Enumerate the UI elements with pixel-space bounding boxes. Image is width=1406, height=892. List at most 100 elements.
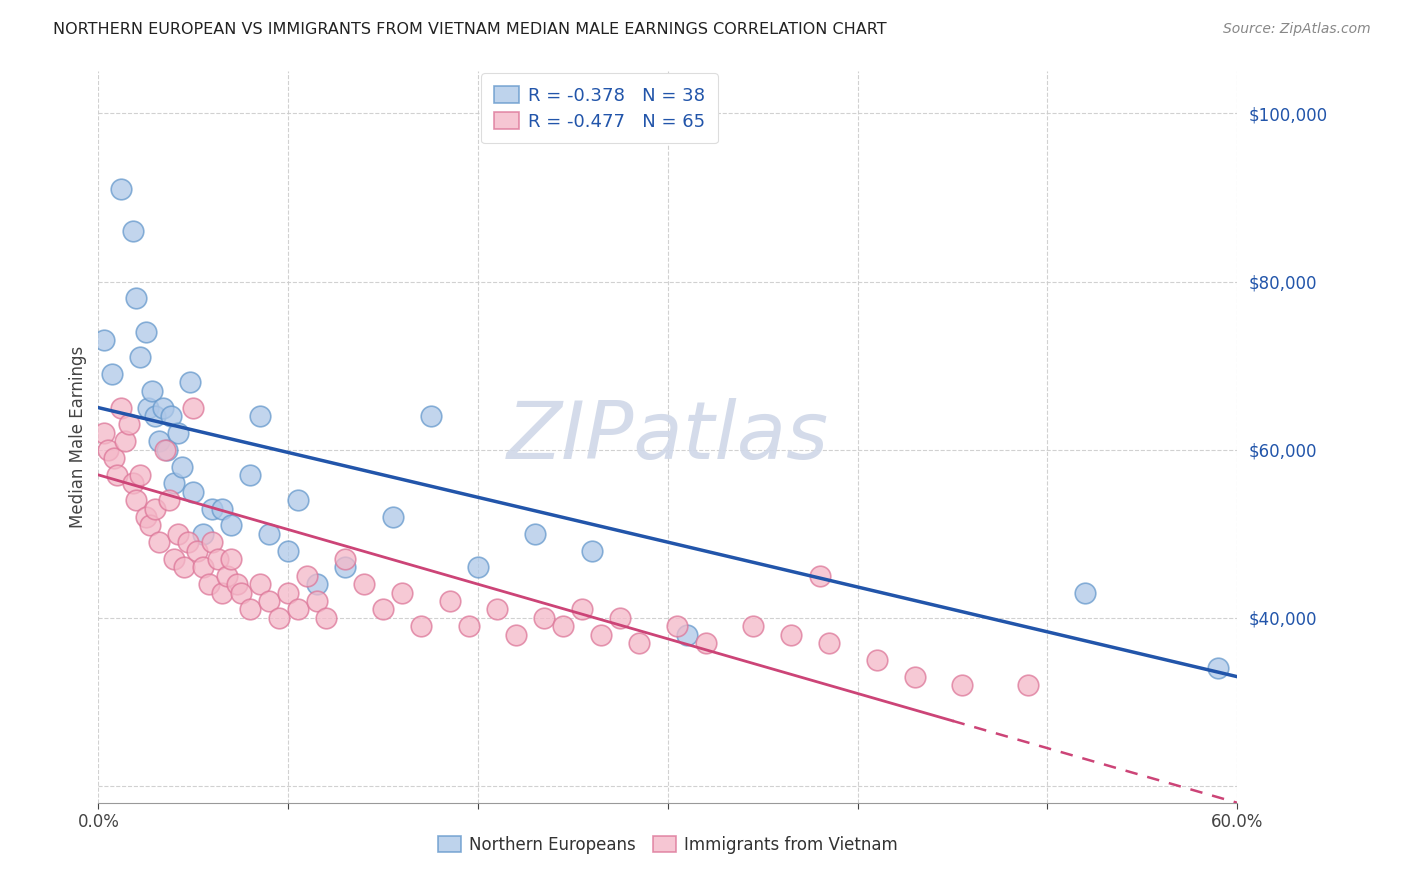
- Point: [191, 526, 214, 541]
- Point: [866, 653, 889, 667]
- Point: [1074, 585, 1097, 599]
- Point: [191, 560, 214, 574]
- Y-axis label: Median Male Earnings: Median Male Earnings: [69, 346, 87, 528]
- Point: [259, 594, 281, 608]
- Point: [591, 627, 613, 641]
- Point: [457, 619, 479, 633]
- Point: [676, 627, 699, 641]
- Point: [183, 484, 205, 499]
- Point: [118, 417, 141, 432]
- Point: [217, 569, 239, 583]
- Point: [159, 409, 181, 423]
- Point: [277, 543, 299, 558]
- Point: [335, 552, 357, 566]
- Point: [297, 569, 319, 583]
- Point: [628, 636, 651, 650]
- Point: [411, 619, 433, 633]
- Point: [121, 476, 143, 491]
- Point: [249, 409, 271, 423]
- Point: [107, 467, 129, 482]
- Point: [226, 577, 249, 591]
- Point: [609, 611, 631, 625]
- Point: [152, 401, 174, 415]
- Point: [553, 619, 575, 633]
- Point: [486, 602, 509, 616]
- Point: [277, 585, 299, 599]
- Point: [221, 552, 243, 566]
- Point: [229, 585, 252, 599]
- Point: [581, 543, 603, 558]
- Point: [141, 384, 163, 398]
- Point: [110, 401, 132, 415]
- Point: [153, 442, 176, 457]
- Point: [201, 535, 224, 549]
- Point: [121, 224, 143, 238]
- Point: [533, 611, 555, 625]
- Point: [239, 602, 262, 616]
- Point: [259, 526, 281, 541]
- Point: [148, 535, 170, 549]
- Point: [176, 535, 198, 549]
- Point: [163, 476, 186, 491]
- Point: [138, 518, 160, 533]
- Point: [419, 409, 441, 423]
- Point: [305, 577, 328, 591]
- Point: [125, 291, 148, 305]
- Point: [93, 334, 115, 348]
- Point: [780, 627, 803, 641]
- Point: [695, 636, 717, 650]
- Point: [201, 501, 224, 516]
- Point: [353, 577, 375, 591]
- Point: [305, 594, 328, 608]
- Point: [221, 518, 243, 533]
- Point: [391, 585, 413, 599]
- Point: [287, 602, 309, 616]
- Point: [148, 434, 170, 449]
- Point: [666, 619, 689, 633]
- Point: [371, 602, 394, 616]
- Point: [129, 467, 152, 482]
- Point: [145, 409, 167, 423]
- Text: Source: ZipAtlas.com: Source: ZipAtlas.com: [1223, 22, 1371, 37]
- Point: [439, 594, 461, 608]
- Point: [249, 577, 271, 591]
- Point: [135, 510, 157, 524]
- Point: [179, 376, 201, 390]
- Point: [505, 627, 527, 641]
- Point: [315, 611, 337, 625]
- Point: [571, 602, 593, 616]
- Point: [173, 560, 195, 574]
- Legend: Northern Europeans, Immigrants from Vietnam: Northern Europeans, Immigrants from Viet…: [430, 829, 905, 860]
- Point: [287, 493, 309, 508]
- Point: [211, 501, 233, 516]
- Text: ZIPatlas: ZIPatlas: [506, 398, 830, 476]
- Point: [129, 350, 152, 364]
- Point: [904, 670, 927, 684]
- Point: [335, 560, 357, 574]
- Point: [211, 585, 233, 599]
- Point: [239, 467, 262, 482]
- Point: [183, 401, 205, 415]
- Point: [267, 611, 290, 625]
- Point: [145, 501, 167, 516]
- Point: [808, 569, 831, 583]
- Point: [100, 367, 122, 381]
- Point: [381, 510, 404, 524]
- Point: [125, 493, 148, 508]
- Point: [1208, 661, 1230, 675]
- Point: [157, 493, 180, 508]
- Point: [136, 401, 159, 415]
- Point: [156, 442, 179, 457]
- Point: [93, 425, 115, 440]
- Point: [97, 442, 120, 457]
- Point: [207, 552, 229, 566]
- Point: [167, 526, 190, 541]
- Point: [167, 425, 190, 440]
- Point: [1018, 678, 1040, 692]
- Point: [818, 636, 841, 650]
- Point: [114, 434, 136, 449]
- Point: [135, 325, 157, 339]
- Point: [110, 182, 132, 196]
- Point: [103, 451, 125, 466]
- Point: [524, 526, 547, 541]
